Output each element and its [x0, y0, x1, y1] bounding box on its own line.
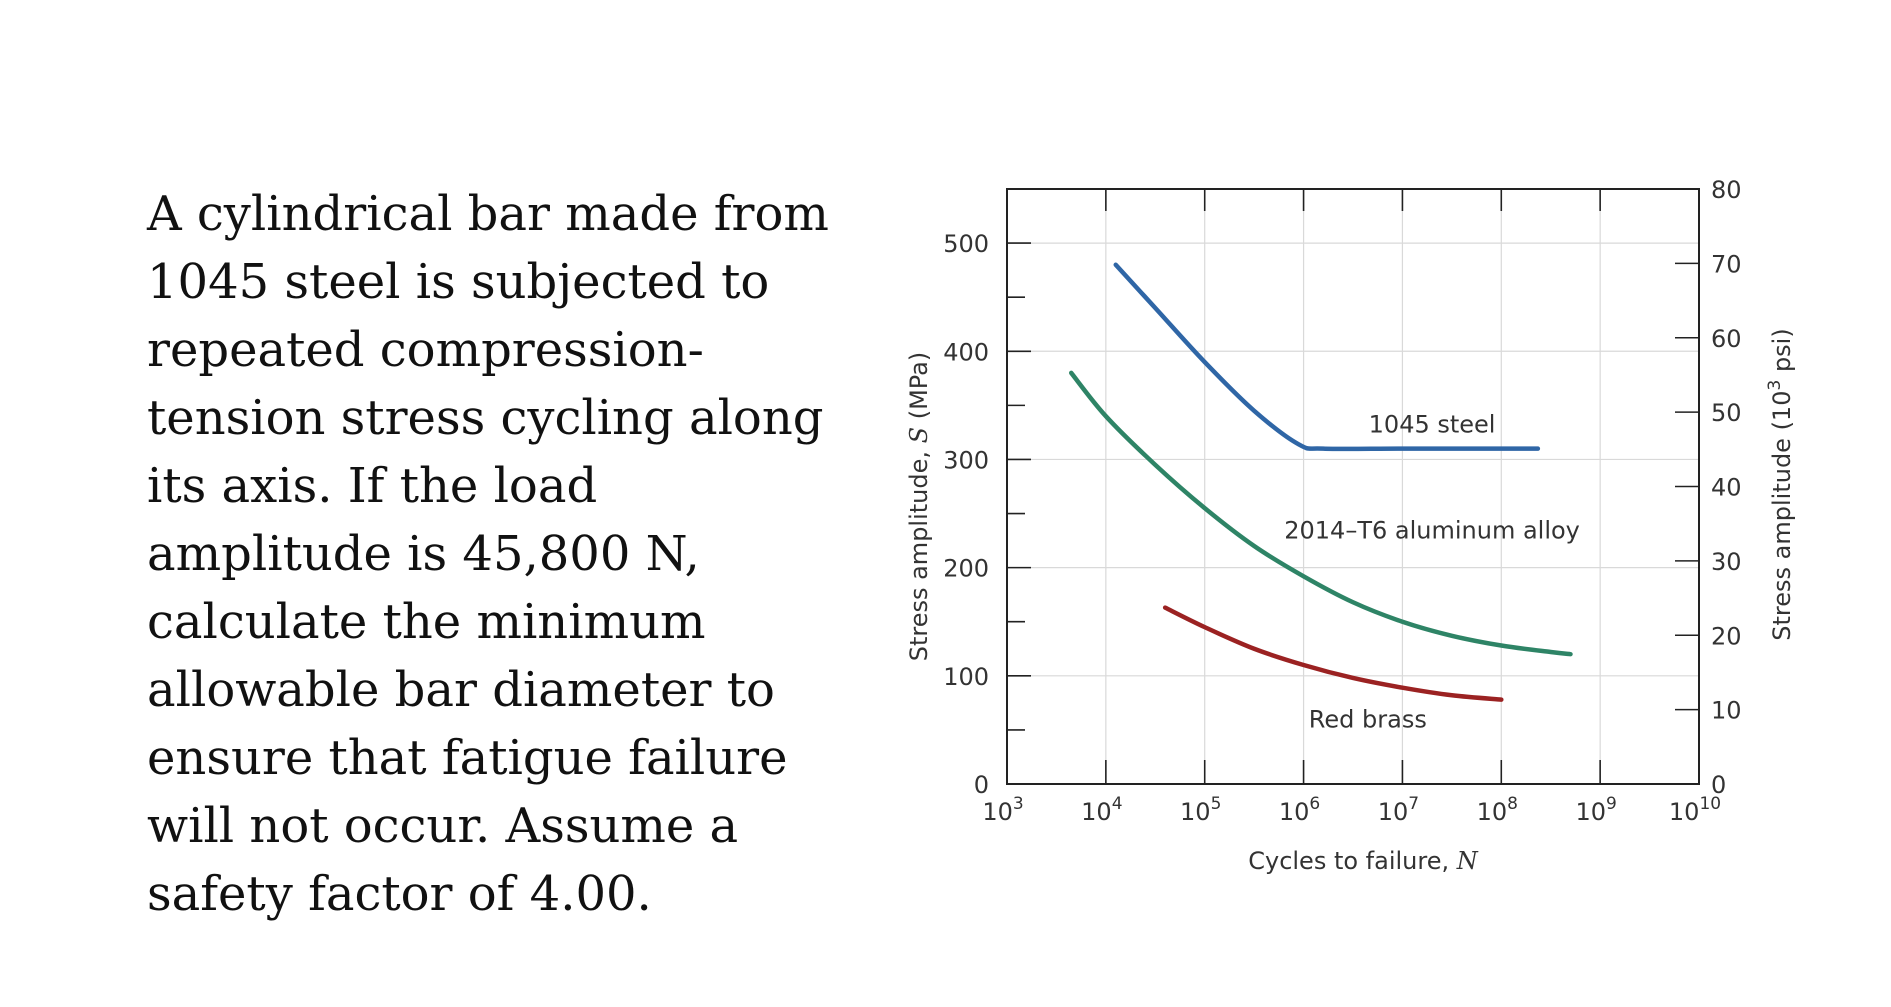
y-right-tick-label: 40 [1711, 474, 1742, 502]
problem-line: allowable bar diameter to [147, 662, 775, 718]
problem-line: repeated compression- [147, 322, 704, 378]
series-line-aluminum-2014-t6 [1069, 370, 1573, 657]
x-tick-label: 106 [1279, 794, 1320, 826]
series-label-steel-1045: 1045 steel [1369, 410, 1496, 438]
x-tick-label: 108 [1477, 794, 1518, 826]
y-right-axis-label: Stress amplitude (103 psi) [1765, 328, 1796, 640]
problem-line: calculate the minimum [147, 594, 706, 650]
x-axis-label: Cycles to failure, N [1248, 847, 1479, 875]
y-left-tick-label: 500 [943, 230, 989, 258]
y-left-tick-label: 200 [943, 555, 989, 583]
y-left-tick-label: 400 [943, 338, 989, 366]
y-left-tick-label: 100 [943, 663, 989, 691]
y-right-tick-label: 60 [1711, 325, 1742, 353]
y-right-tick-label: 10 [1711, 697, 1742, 725]
series-line-steel-1045 [1113, 262, 1541, 452]
y-right-tick-label: 0 [1711, 771, 1726, 799]
y-right-tick-label: 70 [1711, 250, 1742, 278]
y-right-tick-label: 80 [1711, 176, 1742, 204]
problem-line: will not occur. Assume a [147, 798, 739, 854]
problem-line: amplitude is 45,800 N, [147, 526, 700, 582]
problem-line: A cylindrical bar made from [147, 186, 829, 242]
problem-line: ensure that fatigue failure [147, 730, 788, 786]
y-right-tick-label: 20 [1711, 622, 1742, 650]
problem-line: 1045 steel is subjected to [147, 254, 770, 310]
y-right-tick-label: 30 [1711, 548, 1742, 576]
x-tick-label: 107 [1378, 794, 1419, 826]
x-tick-label: 105 [1180, 794, 1221, 826]
plot-frame [1006, 188, 1700, 785]
series-label-aluminum-2014-t6: 2014–T6 aluminum alloy [1284, 516, 1580, 544]
problem-statement: A cylindrical bar made from 1045 steel i… [147, 180, 867, 928]
x-tick-label: 104 [1081, 794, 1122, 826]
y-left-tick-label: 300 [943, 446, 989, 474]
y-left-axis-label: Stress amplitude, S (MPa) [905, 352, 933, 662]
y-right-tick-label: 50 [1711, 399, 1742, 427]
series-line-red-brass [1162, 605, 1504, 702]
problem-line: its axis. If the load [147, 458, 598, 514]
x-tick-label: 109 [1575, 794, 1616, 826]
series-label-red-brass: Red brass [1309, 706, 1427, 734]
x-tick-label: 103 [982, 794, 1023, 826]
y-left-tick-label: 0 [974, 771, 989, 799]
x-tick-label: 1010 [1669, 794, 1721, 826]
problem-line: tension stress cycling along [147, 390, 824, 446]
problem-line: safety factor of 4.00. [147, 866, 652, 922]
